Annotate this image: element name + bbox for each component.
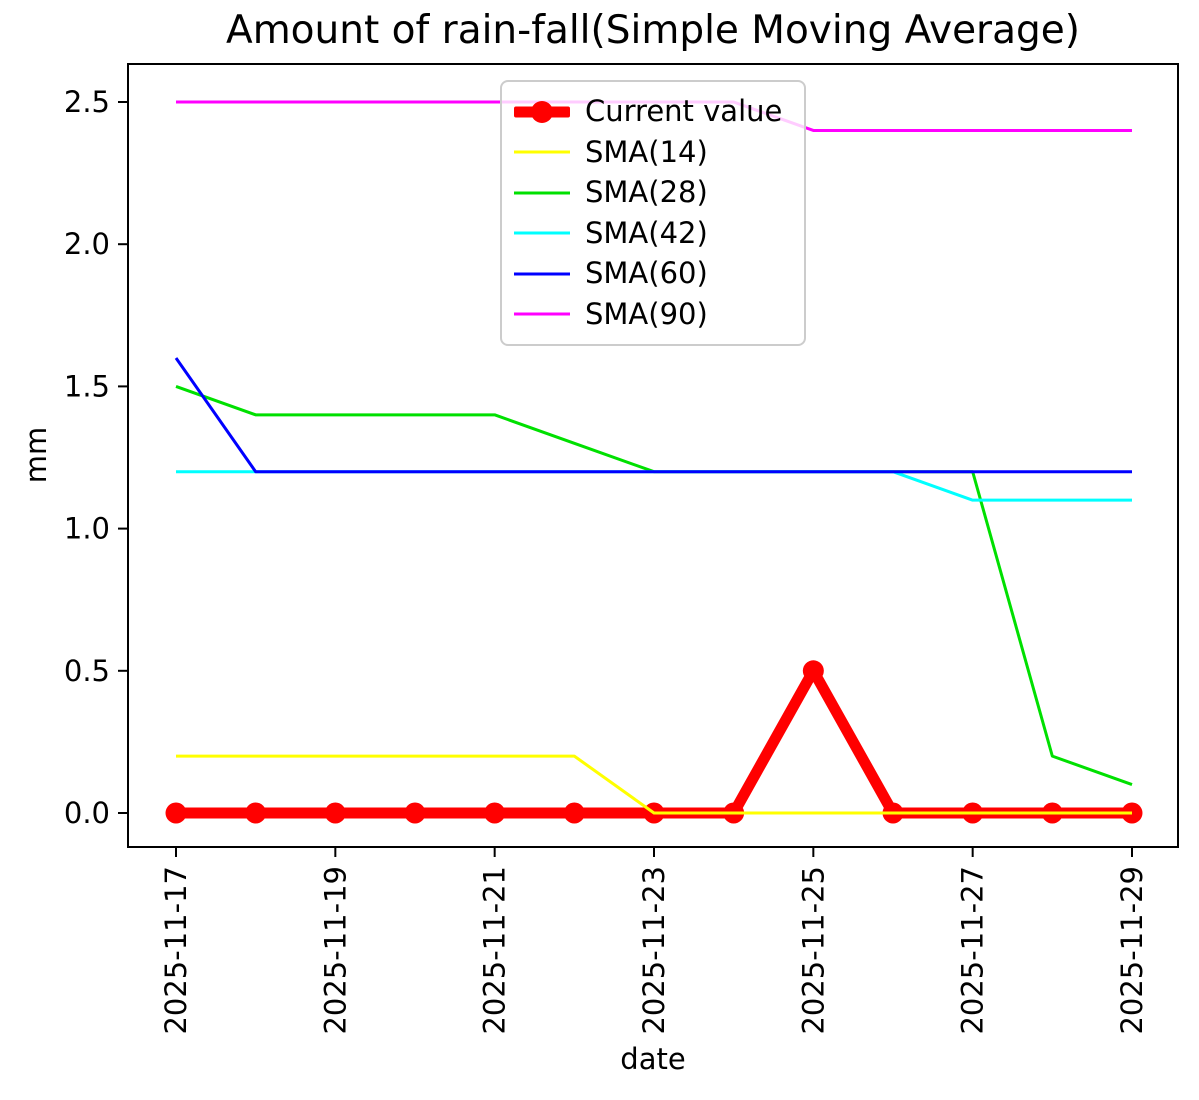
legend-item-sma-90: SMA(90) [514,296,798,331]
x-tick-label: 2025-11-25 [796,866,830,1035]
legend-swatch-sma-60 [514,261,570,287]
legend-item-sma-14: SMA(14) [514,134,798,169]
legend-item-sma-60: SMA(60) [514,259,798,288]
x-tick-label: 2025-11-21 [478,866,512,1035]
legend-item-sma-28: SMA(28) [514,178,798,207]
legend-label-sma-28: SMA(28) [585,175,708,210]
legend-swatch-sma-28 [514,180,570,206]
legend-label-current-value: Current value [585,94,783,129]
series-line-sma-60 [174,357,1132,474]
series-line-sma-42 [176,470,1132,502]
x-tick-label: 2025-11-19 [318,866,352,1035]
series-marker-current-value [563,802,585,824]
series-marker-current-value [165,802,187,824]
series-marker-current-value [404,802,426,824]
chart-title: Amount of rain-fall(Simple Moving Averag… [226,8,1080,53]
y-tick-label: 1.5 [64,369,110,403]
legend-item-current-value: Current value [514,97,798,126]
y-tick-label: 0.5 [64,654,110,688]
series-marker-current-value [802,660,824,682]
y-tick-label: 1.0 [64,512,110,546]
x-axis-label: date [620,1042,686,1076]
legend: Current value SMA(14) SMA(28) SMA(42) SMA(60… [500,80,806,346]
y-tick-label: 2.5 [64,85,110,119]
legend-label-sma-60: SMA(60) [585,256,708,291]
legend-swatch-current-value [514,99,570,125]
series-marker-current-value [484,802,506,824]
y-tick-label: 0.0 [64,796,110,830]
x-tick-label: 2025-11-17 [159,866,193,1035]
y-tick-label: 2.0 [64,227,110,261]
series-line-sma-14 [176,754,1132,815]
series-line-sma-28 [175,384,1133,786]
y-axis-label: mm [19,426,53,484]
legend-swatch-sma-90 [514,301,570,327]
x-tick-label: 2025-11-23 [637,866,671,1035]
legend-marker-current-value [531,100,553,123]
x-tick-label: 2025-11-29 [1115,866,1149,1035]
series-marker-current-value [324,802,346,824]
series-marker-current-value [245,802,267,824]
x-tick-label: 2025-11-27 [956,866,990,1035]
series-line-current-value [176,665,1132,819]
legend-label-sma-14: SMA(14) [585,134,708,169]
legend-label-sma-42: SMA(42) [585,215,708,250]
legend-swatch-sma-14 [514,139,570,165]
legend-swatch-sma-42 [514,220,570,246]
legend-label-sma-90: SMA(90) [585,296,708,331]
legend-item-sma-42: SMA(42) [514,215,798,250]
